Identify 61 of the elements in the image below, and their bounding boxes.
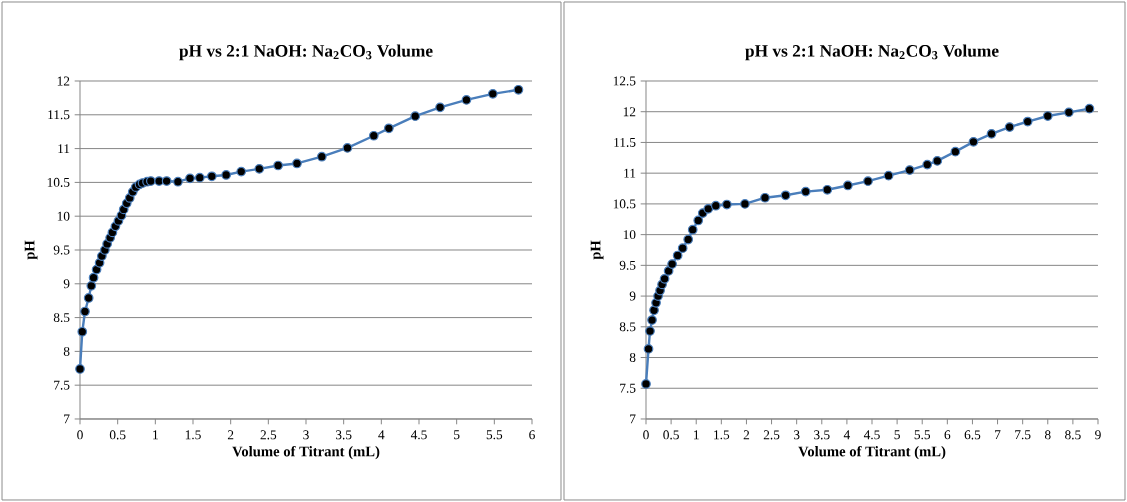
y-tick-label: 7	[64, 414, 70, 424]
y-tick-label: 12	[623, 107, 636, 117]
x-axis-title: Volume of Titrant (mL)	[798, 445, 946, 460]
x-tick-label: 5	[454, 430, 460, 440]
x-tick-label: 3	[303, 430, 309, 440]
x-tick-label: 4	[378, 430, 385, 440]
y-tick-label: 11.5	[48, 110, 70, 120]
y-tick-label: 8	[63, 346, 70, 356]
x-axis-title: Volume of Titrant (mL)	[232, 445, 380, 460]
y-tick-label: 8	[629, 353, 636, 363]
y-tick-label: 10	[623, 230, 636, 240]
x-tick-label: 1	[694, 430, 699, 440]
x-tick-label: 6	[944, 430, 951, 440]
x-tick-label: 7.5	[1015, 430, 1031, 440]
x-tick-label: 1	[153, 430, 158, 440]
x-tick-label: 4	[843, 430, 851, 440]
x-tick-label: 1.5	[714, 430, 730, 440]
x-tick-label: 5.5	[486, 430, 503, 440]
x-tick-label: 8.5	[1065, 430, 1081, 440]
y-axis-title: pH	[24, 240, 38, 260]
x-tick-label: 5	[894, 430, 900, 440]
y-tick-label: 11	[624, 168, 636, 178]
y-tick-label: 8.5	[619, 322, 636, 332]
y-tick-label: 7.5	[620, 383, 636, 393]
y-tick-label: 10.5	[613, 199, 636, 209]
y-tick-label: 12	[57, 76, 70, 86]
y-tick-label: 8.5	[53, 313, 70, 323]
y-tick-label: 9.5	[619, 260, 636, 270]
x-tick-label: 3.5	[814, 430, 830, 440]
x-tick-label: 5.5	[914, 430, 931, 440]
y-tick-label: 9	[629, 291, 636, 301]
x-tick-label: 2	[227, 430, 234, 440]
chart-title: pH vs 2:1 NaOH: Na$_{2}$CO$_{3}$ Volume	[179, 44, 433, 61]
x-tick-label: 1.5	[185, 430, 201, 440]
y-tick-label: 7	[630, 414, 636, 424]
y-tick-label: 10.5	[47, 177, 70, 187]
x-tick-label: 4.5	[410, 430, 427, 440]
y-tick-label: 11.5	[614, 137, 636, 147]
y-tick-label: 9	[63, 279, 70, 289]
x-tick-label: 3	[793, 430, 800, 440]
x-tick-label: 9	[1095, 430, 1101, 440]
y-tick-label: 11	[58, 144, 70, 153]
x-tick-label: 0	[643, 430, 649, 440]
y-tick-label: 10	[57, 211, 70, 221]
y-axis-title: pH	[590, 240, 604, 260]
x-tick-label: 8	[1044, 430, 1051, 440]
y-tick-label: 9.5	[53, 245, 70, 255]
x-tick-label: 2.5	[260, 430, 277, 440]
x-tick-label: 2	[743, 430, 750, 440]
y-tick-label: 12.5	[613, 76, 636, 86]
x-tick-label: 4.5	[863, 430, 880, 440]
x-tick-label: 6.5	[964, 430, 981, 440]
x-tick-label: 0	[77, 430, 83, 440]
chart-title: pH vs 2:1 NaOH: Na$_{2}$CO$_{3}$ Volume	[745, 44, 999, 61]
x-tick-label: 3.5	[335, 430, 352, 440]
x-tick-label: 6	[529, 430, 535, 440]
x-tick-label: 7	[995, 430, 1001, 440]
x-tick-label: 0.5	[663, 430, 679, 440]
y-tick-label: 7.5	[54, 380, 70, 390]
x-tick-label: 2.5	[763, 430, 780, 440]
x-tick-label: 0.5	[109, 430, 126, 440]
